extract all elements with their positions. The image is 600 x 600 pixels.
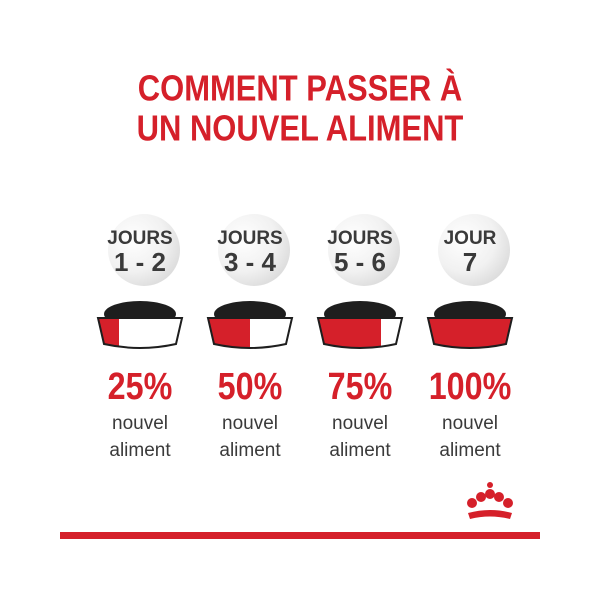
- bowl: [96, 301, 184, 349]
- crown-logo: [467, 482, 513, 519]
- day-range: 5 - 6: [334, 247, 386, 277]
- caption: aliment: [439, 440, 501, 461]
- percent: 50%: [218, 366, 283, 408]
- percent: 75%: [328, 366, 393, 408]
- bowls: [96, 301, 514, 349]
- caption: aliment: [329, 440, 391, 461]
- percent: 100%: [429, 366, 512, 408]
- caption: aliment: [109, 440, 171, 461]
- bowl: [316, 301, 404, 349]
- title-line: UN NOUVEL ALIMENT: [137, 109, 464, 149]
- caption: nouvel: [112, 413, 168, 434]
- day-range: 1 - 2: [114, 247, 166, 277]
- caption: nouvel: [442, 413, 498, 434]
- day-disc: [438, 214, 510, 286]
- bowl: [426, 301, 514, 349]
- day-disc: [108, 214, 180, 286]
- day-disc: [328, 214, 400, 286]
- day-label: JOUR: [444, 228, 497, 249]
- footer-rule: [60, 532, 540, 539]
- title-line: COMMENT PASSER À: [138, 68, 462, 109]
- percent: 25%: [108, 366, 173, 408]
- day-range: 7: [463, 247, 477, 277]
- caption: aliment: [219, 440, 281, 461]
- day-range: 3 - 4: [224, 247, 277, 277]
- day-label: JOURS: [107, 228, 172, 249]
- day-disc: [218, 214, 290, 286]
- day-label: JOURS: [327, 228, 392, 249]
- caption: nouvel: [222, 413, 278, 434]
- bowl: [206, 301, 294, 349]
- day-label: JOURS: [217, 228, 282, 249]
- caption: nouvel: [332, 413, 388, 434]
